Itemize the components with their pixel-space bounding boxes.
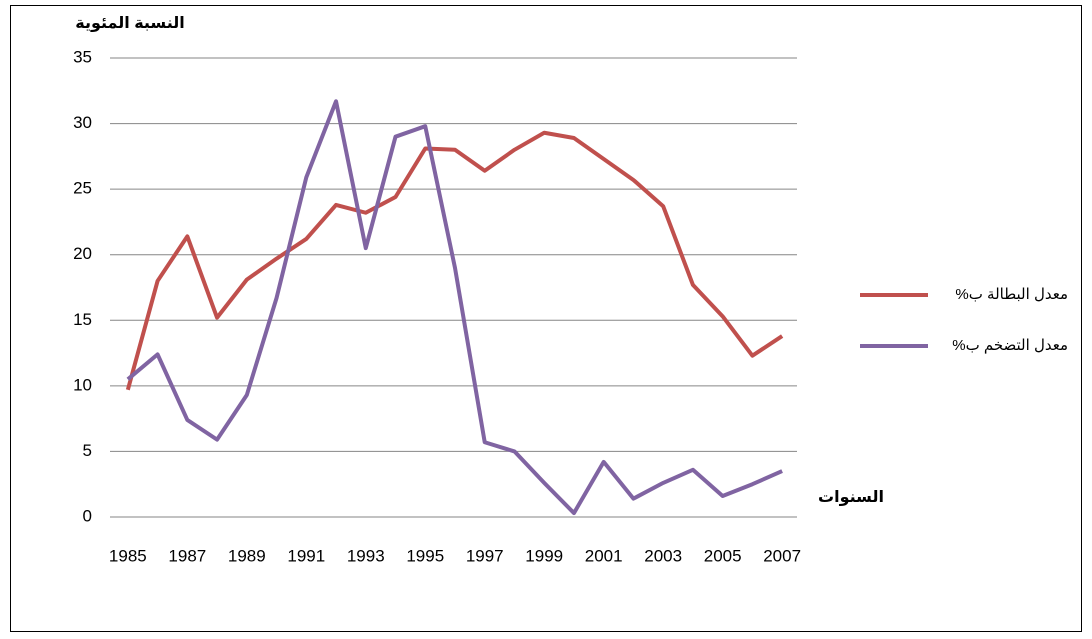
x-tick-label: 1985 [109, 546, 147, 565]
x-tick-label: 2001 [585, 546, 623, 565]
y-tick-label: 15 [73, 310, 92, 329]
y-tick-label: 35 [73, 47, 92, 66]
y-axis-label: النسبة المئوية [75, 15, 184, 32]
x-tick-label: 1995 [406, 546, 444, 565]
x-tick-label: 1987 [168, 546, 206, 565]
x-tick-label: 1991 [287, 546, 325, 565]
y-tick-label: 25 [73, 179, 92, 198]
x-tick-label: 2007 [763, 546, 801, 565]
x-tick-label: 1989 [228, 546, 266, 565]
y-tick-label: 5 [83, 441, 92, 460]
y-tick-label: 0 [83, 506, 92, 525]
series-line [125, 130, 784, 391]
y-tick-label: 10 [73, 375, 92, 394]
x-tick-label: 2003 [644, 546, 682, 565]
x-tick-label: 2005 [704, 546, 742, 565]
x-tick-label: 1997 [466, 546, 504, 565]
x-tick-label: 1993 [347, 546, 385, 565]
y-tick-label: 30 [73, 113, 92, 132]
x-tick-label: 1999 [525, 546, 563, 565]
y-tick-label: 20 [73, 244, 92, 263]
chart-frame [10, 5, 1082, 632]
series-line [126, 99, 783, 516]
x-axis-label: السنوات [818, 489, 884, 506]
legend-label: %معدل البطالة ب [955, 286, 1068, 303]
legend-label: %معدل التضخم ب [952, 337, 1068, 354]
